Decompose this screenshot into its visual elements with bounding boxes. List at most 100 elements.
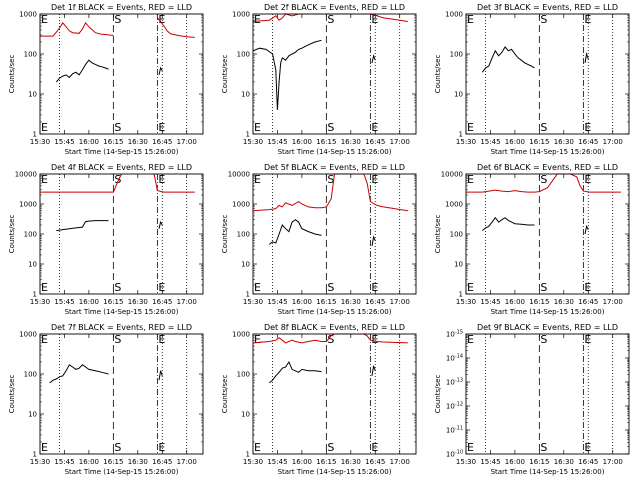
x-axis-label: Start Time (14-Sep-15 15:26:00) [65, 308, 179, 316]
lld-series-line [40, 173, 195, 193]
x-tick-label: 17:00 [603, 138, 623, 146]
y-tick-label: 1 [459, 291, 463, 299]
y-axis-label: Counts/sec [8, 215, 16, 254]
lld-series-line [40, 17, 195, 38]
y-tick-label: 1 [33, 291, 37, 299]
marker-end-bottom: E [158, 121, 165, 134]
marker-end-bottom: E [254, 281, 261, 294]
x-tick-label: 17:00 [390, 138, 410, 146]
y-tick-label: 100 [237, 371, 250, 379]
marker-end-bottom: E [467, 441, 474, 454]
marker-end-top: E [584, 13, 591, 26]
marker-end-top: E [254, 333, 261, 346]
lld-series-line [466, 173, 621, 193]
x-tick-label: 16:45 [578, 458, 598, 466]
y-axis-label: Counts/sec [434, 55, 442, 94]
marker-end-bottom: E [371, 441, 378, 454]
x-tick-label: 16:15 [103, 298, 123, 306]
x-tick-label: 15:30 [30, 458, 50, 466]
panel-6: Det 6f BLACK = Events, RED = LLD Counts/s… [434, 163, 630, 316]
plot-frame [39, 333, 204, 455]
x-tick-label: 16:15 [529, 138, 549, 146]
x-tick-label: 16:15 [529, 458, 549, 466]
x-tick-label: 17:00 [390, 458, 410, 466]
marker-start-bottom: S [114, 281, 121, 294]
marker-end-bottom: E [254, 121, 261, 134]
marker-end-top: E [41, 173, 48, 186]
marker-end-bottom: E [41, 441, 48, 454]
y-tick-label: 10 [28, 261, 37, 269]
plot-frame [252, 333, 417, 455]
marker-end-bottom: E [371, 121, 378, 134]
marker-end-bottom: E [158, 441, 165, 454]
plot-frame [252, 173, 417, 295]
marker-end-top: E [467, 173, 474, 186]
events-series-line [584, 224, 589, 235]
events-series-line [49, 364, 109, 384]
x-tick-label: 15:30 [30, 138, 50, 146]
x-tick-label: 16:00 [505, 458, 525, 466]
y-tick-label: 100 [237, 51, 250, 59]
x-tick-label: 15:45 [54, 138, 74, 146]
y-axis-label: Counts/sec [8, 55, 16, 94]
plot-frame [39, 13, 204, 135]
marker-start-bottom: S [327, 441, 334, 454]
y-tick-label: 100 [24, 371, 37, 379]
marker-end-bottom: E [41, 281, 48, 294]
y-tick-label: 1000 [445, 201, 463, 209]
marker-end-top: E [584, 333, 591, 346]
y-tick-label: 1 [246, 451, 250, 459]
x-tick-label: 16:45 [152, 458, 172, 466]
y-tick-label: 10-12 [446, 402, 463, 411]
y-tick-label: 1 [459, 131, 463, 139]
x-tick-label: 16:45 [152, 298, 172, 306]
y-tick-label: 10 [241, 91, 250, 99]
events-series-line [268, 219, 322, 245]
x-tick-label: 15:45 [267, 298, 287, 306]
plot-frame [465, 173, 630, 295]
x-tick-label: 16:15 [316, 138, 336, 146]
y-tick-label: 1 [33, 451, 37, 459]
y-tick-label: 10 [454, 91, 463, 99]
x-tick-label: 16:15 [103, 138, 123, 146]
x-tick-label: 16:00 [79, 458, 99, 466]
marker-end-bottom: E [254, 441, 261, 454]
x-tick-label: 16:45 [152, 138, 172, 146]
panel-title: Det 3f BLACK = Events, RED = LLD [477, 3, 618, 12]
y-tick-label: 100 [450, 51, 463, 59]
x-tick-label: 16:30 [341, 298, 361, 306]
x-tick-label: 17:00 [177, 298, 197, 306]
y-tick-label: 10-11 [446, 426, 463, 435]
x-tick-label: 16:15 [316, 458, 336, 466]
plot-frame [465, 333, 630, 455]
x-tick-label: 15:30 [456, 298, 476, 306]
x-tick-label: 16:45 [365, 458, 385, 466]
y-tick-label: 1000 [232, 331, 250, 339]
y-tick-label: 10-14 [446, 354, 463, 363]
marker-end-bottom: E [584, 121, 591, 134]
marker-start-top: S [327, 13, 334, 26]
panel-7: Det 7f BLACK = Events, RED = LLD Counts/s… [8, 323, 204, 476]
marker-end-top: E [371, 13, 378, 26]
y-tick-label: 1 [33, 131, 37, 139]
marker-start-bottom: S [540, 121, 547, 134]
events-series-line [371, 54, 376, 64]
marker-end-top: E [371, 333, 378, 346]
marker-start-top: S [540, 13, 547, 26]
events-series-line [268, 360, 322, 384]
marker-end-bottom: E [467, 281, 474, 294]
x-tick-label: 16:30 [554, 138, 574, 146]
events-series-line [371, 235, 376, 246]
marker-end-bottom: E [584, 281, 591, 294]
y-tick-label: 1000 [232, 11, 250, 19]
marker-start-top: S [540, 333, 547, 346]
y-tick-label: 100 [450, 231, 463, 239]
x-axis-label: Start Time (14-Sep-15 15:26:00) [278, 468, 392, 476]
events-series-line [158, 66, 163, 76]
y-tick-label: 10-13 [446, 378, 463, 387]
panel-title: Det 9f BLACK = Events, RED = LLD [477, 323, 618, 332]
panel-title: Det 5f BLACK = Events, RED = LLD [264, 163, 405, 172]
y-tick-label: 10 [28, 91, 37, 99]
lld-series-line [252, 173, 408, 212]
